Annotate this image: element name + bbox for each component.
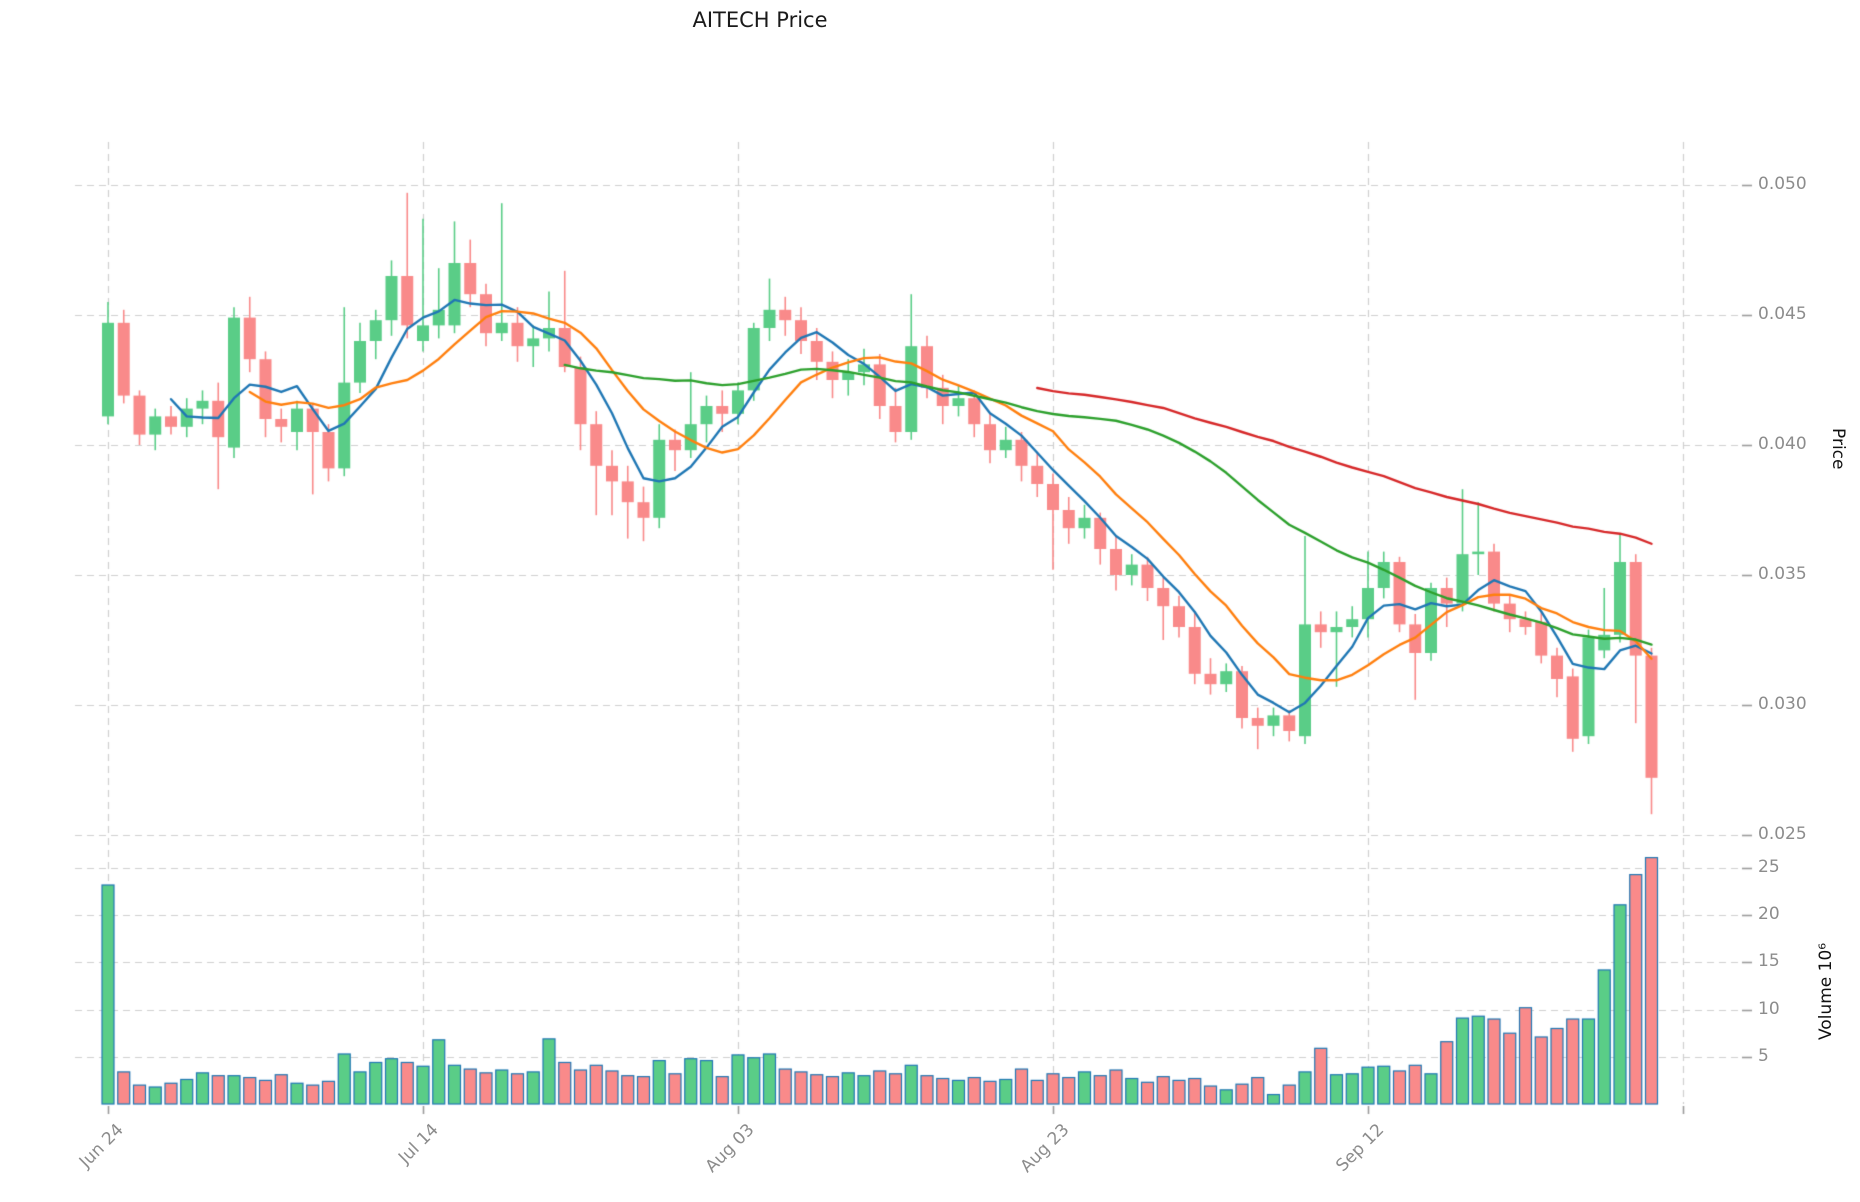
volume-axis-title: Volume 10⁶ [1816, 942, 1836, 1040]
price-tick-label: 0.025 [1758, 824, 1807, 844]
volume-tick-label: 15 [1758, 951, 1780, 972]
price-tick-label: 0.035 [1758, 564, 1807, 584]
volume-tick-label: 25 [1758, 857, 1780, 877]
price-tick-label: 0.040 [1758, 434, 1807, 454]
volume-tick-label: 5 [1758, 1045, 1769, 1066]
volume-tick-label: 20 [1758, 904, 1780, 925]
price-tick-label: 0.050 [1758, 174, 1807, 194]
price-tick-label: 0.030 [1758, 694, 1807, 714]
volume-tick-label: 10 [1758, 998, 1780, 1019]
chart-title: AITECH Price [692, 8, 828, 32]
price-tick-label: 0.045 [1758, 304, 1807, 324]
price-axis-title: Price [1828, 428, 1848, 470]
